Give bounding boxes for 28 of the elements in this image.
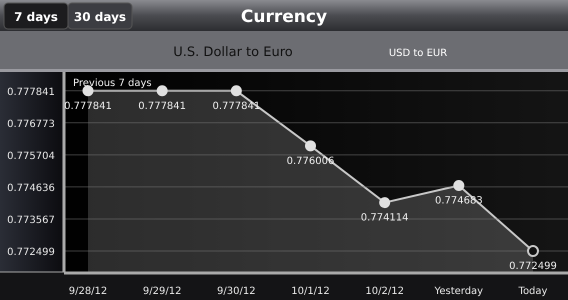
x-tick-label: Yesterday [434, 286, 484, 297]
point [379, 197, 390, 208]
text: 7 days [14, 10, 58, 24]
data-label: 0.777841 [138, 100, 186, 112]
text: 30 days [74, 10, 126, 24]
x-tick-label: 10/2/12 [365, 286, 404, 297]
point [453, 180, 464, 192]
data-label: 0.772499 [509, 261, 557, 272]
x-tick-label: 10/1/12 [291, 286, 330, 297]
point [527, 245, 539, 258]
y-tick-label: 0.775704 [7, 150, 55, 162]
y-tick-label: 0.776773 [7, 118, 55, 130]
point [305, 140, 316, 152]
x-tick-label: Today [518, 286, 548, 297]
point [156, 85, 168, 96]
data-label: 0.774114 [360, 212, 409, 224]
chart-title: Currency [240, 7, 328, 27]
point [230, 85, 242, 96]
x-tick-label: 9/29/12 [142, 286, 182, 297]
y-tick-label: 0.774636 [7, 182, 55, 194]
y-tick-label: 0.777841 [7, 86, 55, 98]
text: USD to EUR [388, 48, 448, 59]
annotation: Previous 7 days [73, 78, 152, 89]
chart-subtitle: U.S. Dollar to Euro [173, 45, 293, 60]
y-tick-label: 0.772499 [7, 247, 55, 258]
x-tick-label: 9/30/12 [217, 286, 256, 297]
y-tick-label: 0.773567 [7, 214, 55, 226]
x-tick-label: 9/28/12 [68, 286, 108, 297]
